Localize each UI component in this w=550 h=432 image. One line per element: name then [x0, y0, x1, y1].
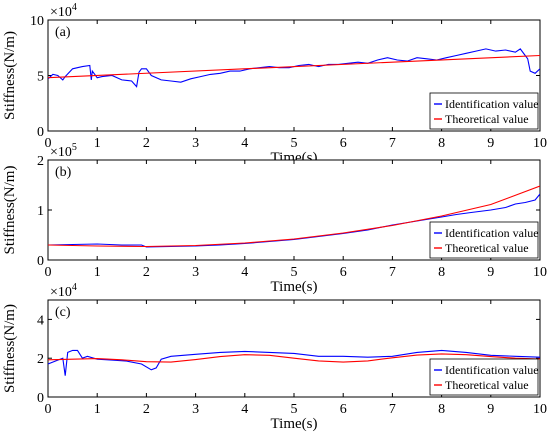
x-tick-label: 9	[487, 402, 494, 417]
x-tick-label: 3	[192, 265, 199, 280]
panel-a: 0 1 2 3 4 5 6 7 8 9 100510×104(a)Time(s)Stiffness(…	[2, 2, 547, 166]
x-tick-label: 3	[192, 402, 199, 417]
legend-box	[429, 92, 539, 130]
legend-label: Theoretical value	[445, 241, 529, 255]
y-tick-label: 5	[37, 70, 44, 85]
x-tick-label: 5	[291, 136, 298, 151]
legend-box	[429, 221, 539, 259]
x-tick-label: 0	[45, 265, 52, 280]
x-tick-label: 1	[94, 136, 101, 151]
series-line-theoretical	[48, 54, 540, 79]
x-tick-label: 2	[143, 265, 150, 280]
y-axis-title: Stiffness(N/m)	[2, 166, 18, 255]
x-tick-label: 4	[241, 265, 248, 280]
series-line-identification	[48, 48, 540, 88]
legend-box	[429, 358, 539, 396]
panel-label: (a)	[55, 25, 71, 40]
x-tick-label: 2	[143, 136, 150, 151]
x-axis-title: Time(s)	[271, 279, 318, 295]
panel-c: 0 1 2 3 4 5 6 7 8 9 10 0 2 4 ×104 (c) Time(s) Stiffness(N…	[2, 282, 547, 432]
y-axis-title: Stiffness(N/m)	[2, 31, 18, 120]
panel-label: (c)	[55, 305, 71, 320]
series-line-theoretical	[48, 185, 540, 248]
x-tick-label: 8	[438, 136, 445, 151]
x-tick-label: 5	[291, 265, 298, 280]
x-tick-label: 6	[340, 402, 347, 417]
y-tick-label: 0	[37, 125, 44, 140]
y-tick-label: 2	[37, 154, 44, 169]
y-tick-label: 0	[37, 391, 44, 406]
x-tick-label: 7	[389, 402, 396, 417]
legend-label: Identification value	[445, 97, 539, 111]
series-line-identification	[48, 349, 540, 376]
legend-label: Theoretical value	[445, 378, 529, 392]
x-tick-label: 7	[389, 136, 396, 151]
x-tick-label: 10	[533, 402, 547, 417]
y-exponent-label: ×104	[50, 2, 77, 20]
x-tick-label: 8	[438, 265, 445, 280]
x-tick-label: 5	[291, 402, 298, 417]
legend-label: Identification value	[445, 226, 539, 240]
x-tick-label: 10	[533, 265, 547, 280]
x-axis-title: Time(s)	[271, 416, 318, 432]
x-tick-label: 4	[241, 402, 248, 417]
x-tick-label: 9	[487, 136, 494, 151]
x-tick-label: 8	[438, 402, 445, 417]
y-tick-label: 0	[37, 254, 44, 269]
y-tick-label: 4	[37, 313, 44, 328]
x-tick-label: 6	[340, 265, 347, 280]
x-tick-label: 10	[533, 136, 547, 151]
y-tick-label: 1	[37, 204, 44, 219]
x-tick-label: 7	[389, 265, 396, 280]
y-exponent-label: ×104	[50, 282, 77, 300]
x-tick-label: 1	[94, 402, 101, 417]
x-tick-label: 0	[45, 402, 52, 417]
panel-b: 0 1 2 3 4 5 6 7 8 9 10 0 1 2 ×105 (b) Time(s) Stiffness(N…	[2, 142, 547, 295]
x-tick-label: 4	[241, 136, 248, 151]
x-tick-label: 3	[192, 136, 199, 151]
panel-label: (b)	[55, 165, 72, 180]
x-tick-label: 0	[45, 136, 52, 151]
series-line-theoretical	[48, 353, 540, 363]
x-tick-label: 1	[94, 265, 101, 280]
y-exponent-label: ×105	[50, 142, 77, 160]
x-tick-label: 9	[487, 265, 494, 280]
y-axis-title: Stiffness(N/m)	[2, 304, 18, 393]
legend-label: Theoretical value	[445, 112, 529, 126]
x-tick-label: 6	[340, 136, 347, 151]
legend-label: Identification value	[445, 363, 539, 377]
y-tick-label: 2	[37, 352, 44, 367]
y-tick-label: 10	[30, 14, 44, 29]
x-tick-label: 2	[143, 402, 150, 417]
